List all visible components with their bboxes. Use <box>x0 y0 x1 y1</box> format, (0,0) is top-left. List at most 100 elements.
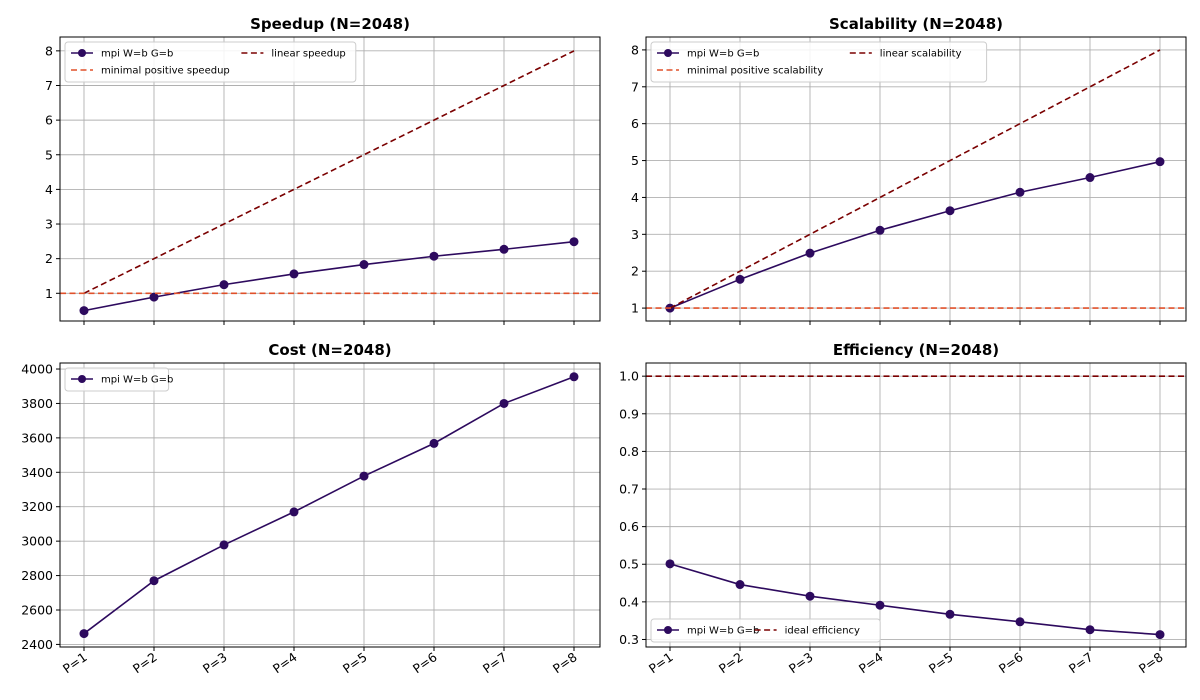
data-point <box>359 260 369 270</box>
data-point <box>359 471 369 481</box>
legend-label: ideal efficiency <box>785 626 860 637</box>
y-tick-label: 2400 <box>21 637 53 652</box>
data-point <box>289 507 299 517</box>
legend: mpi W=b G=b linear scalability minimal pos… <box>650 41 988 83</box>
legend-box <box>64 41 357 83</box>
data-point <box>429 438 439 448</box>
data-point <box>805 591 815 601</box>
data-point <box>735 580 745 590</box>
legend-swatch-marker <box>78 375 86 383</box>
y-tick-label: 0.4 <box>619 594 639 609</box>
y-tick-label: 2 <box>45 251 53 266</box>
legend-label: minimal positive scalability <box>687 66 823 77</box>
data-point <box>289 269 299 279</box>
y-tick-label: 3600 <box>21 430 53 445</box>
legend-box <box>650 41 988 83</box>
data-point <box>569 372 579 382</box>
y-tick-label: 2 <box>631 264 639 279</box>
y-tick-label: 4000 <box>21 362 53 377</box>
x-tick-label: P=5 <box>926 649 956 676</box>
y-tick-label: 8 <box>631 42 639 57</box>
data-point <box>805 248 815 258</box>
x-tick-label: P=5 <box>340 649 370 676</box>
data-point <box>1155 157 1165 167</box>
chart-title: Speedup (N=2048) <box>250 15 410 33</box>
x-tick-label: P=7 <box>480 649 510 676</box>
data-point <box>1085 173 1095 183</box>
x-tick-label: P=3 <box>200 649 230 676</box>
x-tick-label: P=2 <box>716 649 746 676</box>
y-tick-label: 0.7 <box>619 482 639 497</box>
legend-label: mpi W=b G=b <box>687 49 759 60</box>
series-line <box>669 563 1161 636</box>
legend-label: linear scalability <box>880 49 962 60</box>
y-tick-label: 1.0 <box>619 369 639 384</box>
series-line <box>83 376 575 635</box>
y-tick-label: 4 <box>631 190 639 205</box>
x-tick-label: P=2 <box>130 649 160 676</box>
y-tick-label: 3400 <box>21 465 53 480</box>
data-point <box>569 237 579 247</box>
axes-frame <box>645 362 1187 648</box>
data-point <box>219 280 229 290</box>
chart-title: Efficiency (N=2048) <box>833 341 999 359</box>
chart-panel-4: Efficiency (N=2048) 0.3 0.4 0.5 0.6 0.7 0.8 0.9… <box>619 341 1187 676</box>
legend-box <box>64 367 170 392</box>
data-point <box>875 600 885 610</box>
y-tick-label: 6 <box>631 116 639 131</box>
legend-label: mpi W=b G=b <box>101 375 173 386</box>
data-point <box>79 306 89 316</box>
series-line <box>83 240 575 312</box>
y-tick-label: 3000 <box>21 534 53 549</box>
data-point <box>945 609 955 619</box>
axes-frame <box>645 36 1187 322</box>
chart-panel-3: Cost (N=2048) 2400 2600 2800 3000 3200 3400 360… <box>21 341 601 676</box>
x-tick-label: P=1 <box>646 649 676 676</box>
data-point <box>1155 630 1165 640</box>
legend-label: mpi W=b G=b <box>687 626 759 637</box>
chart-title: Cost (N=2048) <box>268 341 391 359</box>
data-point <box>1015 617 1025 627</box>
data-point <box>429 251 439 261</box>
y-tick-label: 7 <box>631 79 639 94</box>
y-tick-label: 1 <box>631 301 639 316</box>
axes-frame <box>59 36 601 322</box>
y-tick-label: 3 <box>631 227 639 242</box>
data-point <box>149 576 159 586</box>
y-tick-label: 8 <box>45 43 53 58</box>
data-point <box>665 559 675 569</box>
x-tick-label: P=3 <box>786 649 816 676</box>
data-point <box>1015 187 1025 197</box>
chart-panel-2: Scalability (N=2048) 1 2 3 4 5 6 7 8 mpi W=b G=b l… <box>631 15 1187 325</box>
y-tick-label: 7 <box>45 78 53 93</box>
y-tick-label: 6 <box>45 113 53 128</box>
y-tick-label: 3 <box>45 217 53 232</box>
y-tick-label: 3800 <box>21 396 53 411</box>
data-point <box>735 274 745 284</box>
legend-swatch-marker <box>664 49 672 57</box>
data-point <box>1085 625 1095 635</box>
x-tick-label: P=4 <box>856 649 886 676</box>
data-point <box>79 629 89 639</box>
y-tick-label: 5 <box>45 147 53 162</box>
legend: mpi W=b G=b <box>64 367 173 392</box>
legend-swatch-marker <box>664 626 672 634</box>
data-point <box>945 206 955 216</box>
y-tick-label: 0.9 <box>619 406 639 421</box>
chart-panel-1: Speedup (N=2048) 1 2 3 4 5 6 7 8 mpi W=b G=b linea… <box>45 15 601 325</box>
x-tick-label: P=6 <box>410 649 440 676</box>
legend: mpi W=b G=b linear speedup minimal positiv… <box>64 41 357 83</box>
series-line <box>669 49 1161 309</box>
x-tick-label: P=1 <box>60 649 90 676</box>
y-tick-label: 4 <box>45 182 53 197</box>
chart-title: Scalability (N=2048) <box>829 15 1003 33</box>
data-point <box>219 540 229 550</box>
legend-label: linear speedup <box>271 49 345 60</box>
x-tick-label: P=4 <box>270 649 300 676</box>
legend-label: minimal positive speedup <box>101 66 230 77</box>
y-tick-label: 2600 <box>21 602 53 617</box>
y-tick-label: 0.6 <box>619 519 639 534</box>
legend-swatch-marker <box>78 49 86 57</box>
y-tick-label: 1 <box>45 286 53 301</box>
legend: mpi W=b G=b ideal efficiency <box>650 618 881 643</box>
